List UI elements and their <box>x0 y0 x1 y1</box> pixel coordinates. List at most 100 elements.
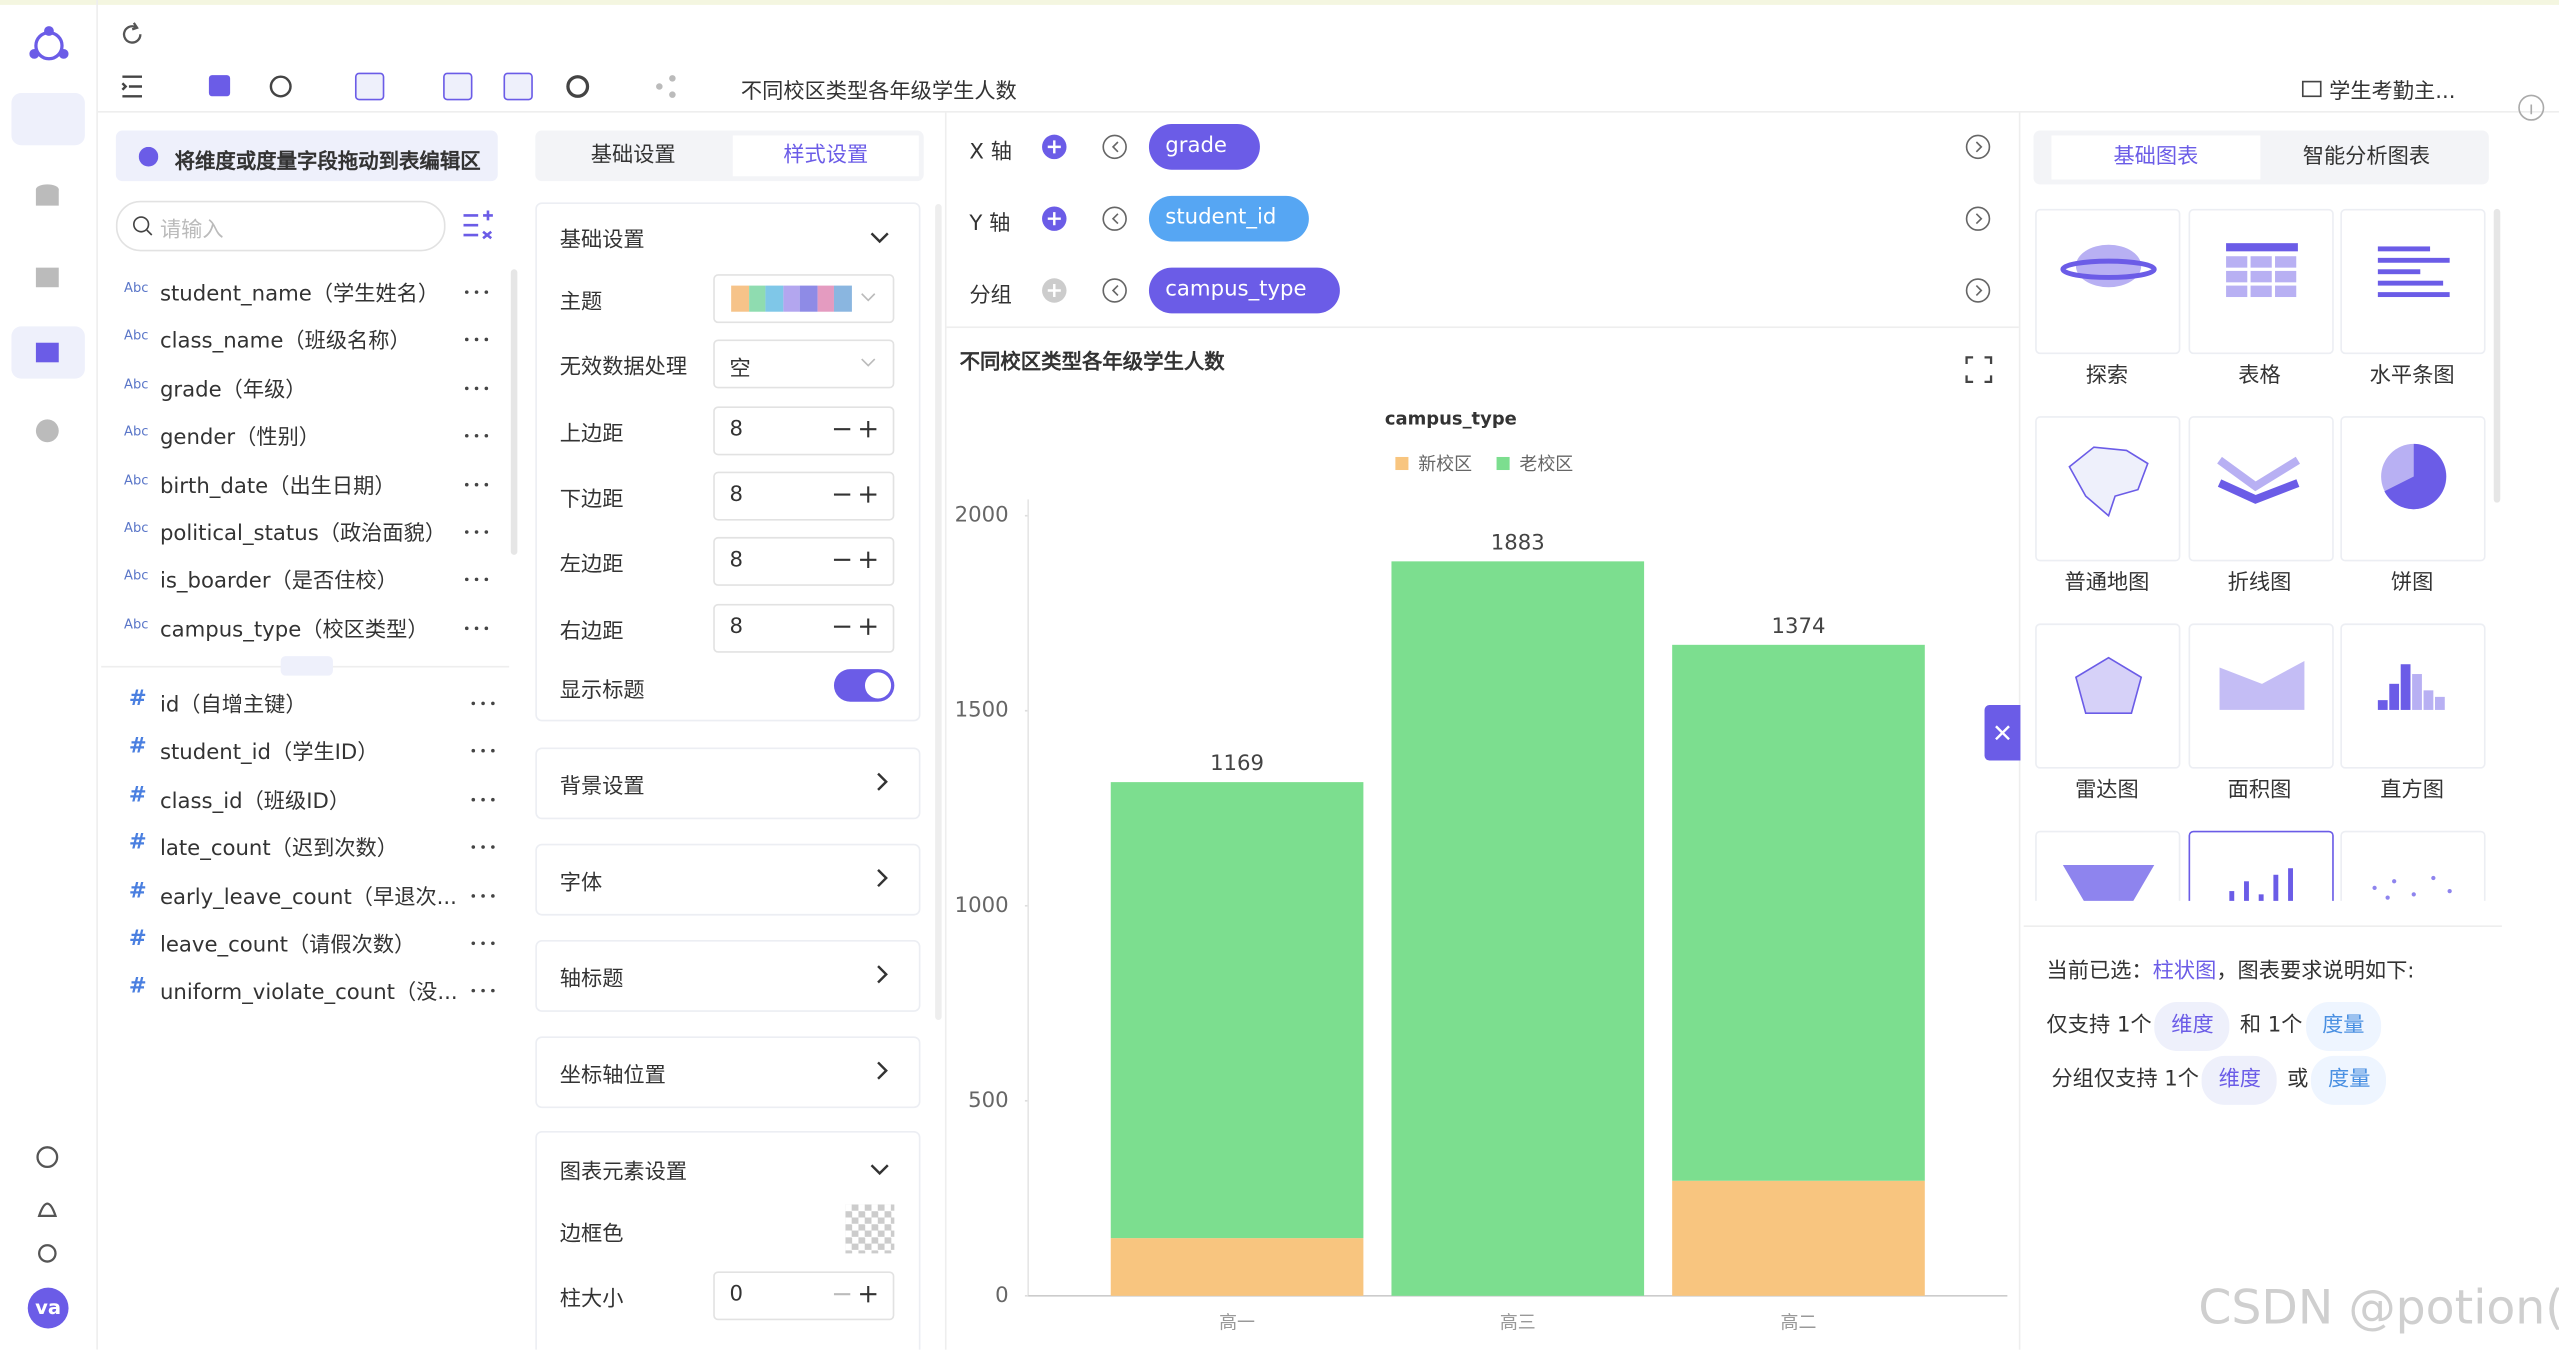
section-title[interactable]: 背景设置 <box>559 775 645 800</box>
input-box[interactable]: 8 <box>713 536 895 586</box>
more-menu[interactable] <box>463 337 489 344</box>
field-name[interactable]: student_id（学生ID） <box>159 741 379 767</box>
chart-type-cell[interactable] <box>2035 830 2181 901</box>
user-avatar[interactable]: va <box>27 1287 69 1329</box>
section-title[interactable]: 坐标轴位置 <box>559 1064 666 1089</box>
color-picker[interactable] <box>845 1204 895 1254</box>
field-type: # <box>128 974 147 1000</box>
more-menu[interactable] <box>463 385 489 392</box>
nav-monitor[interactable] <box>33 416 62 445</box>
field-name[interactable]: class_name（班级名称） <box>159 330 411 355</box>
shelf-icons[interactable] <box>1041 277 1129 303</box>
shelf-more[interactable] <box>1965 134 1991 160</box>
more-menu[interactable] <box>463 625 489 632</box>
scrollbar[interactable] <box>510 269 518 555</box>
shelf-more[interactable] <box>1965 206 1991 232</box>
input-box[interactable] <box>713 274 895 324</box>
divider-handle[interactable] <box>280 656 333 676</box>
refresh[interactable] <box>119 21 145 47</box>
more-menu[interactable] <box>470 940 496 947</box>
info[interactable] <box>2517 93 2546 122</box>
field-pill[interactable]: grade <box>1148 124 1260 170</box>
section-title[interactable]: 字体 <box>559 871 603 896</box>
field-name[interactable]: birth_date（出生日期） <box>159 474 396 499</box>
input-box[interactable]: 0 <box>713 1271 895 1321</box>
more-menu[interactable] <box>470 844 496 851</box>
field-name[interactable]: leave_count（请假次数） <box>159 933 416 958</box>
more-menu[interactable] <box>463 433 489 440</box>
chart-type-cell[interactable] <box>2187 208 2333 355</box>
chevron[interactable] <box>871 1061 891 1081</box>
more-menu[interactable] <box>463 481 489 488</box>
settings-scroll[interactable] <box>935 204 942 1021</box>
chart-type-cell[interactable] <box>2035 416 2181 562</box>
field-name[interactable]: grade（年级） <box>159 378 307 403</box>
input-box[interactable]: 8 <box>713 471 895 521</box>
shelf-more[interactable] <box>1965 277 1991 303</box>
chart-type-cell[interactable] <box>2340 416 2486 562</box>
field-pill[interactable]: student_id <box>1148 195 1309 242</box>
toolbar-icons[interactable] <box>118 72 738 101</box>
search[interactable]: 请输入 <box>115 200 446 252</box>
field-pill[interactable]: campus_type <box>1148 267 1340 314</box>
stepper[interactable] <box>831 419 880 439</box>
input-box[interactable]: 空 <box>713 339 895 389</box>
nav-dash[interactable] <box>33 261 62 290</box>
tab-style[interactable]: 样式设置 <box>732 135 919 177</box>
field-name[interactable]: class_id（班级ID） <box>159 789 351 815</box>
stepper[interactable] <box>831 550 880 570</box>
nav-data[interactable] <box>33 183 62 212</box>
select-arrow[interactable] <box>860 287 909 307</box>
more-menu[interactable] <box>463 529 489 536</box>
chevron[interactable] <box>870 1159 890 1179</box>
toggle[interactable] <box>833 669 895 702</box>
chevron[interactable] <box>871 772 891 792</box>
field-name[interactable]: student_name（学生姓名） <box>159 282 440 307</box>
stepper[interactable] <box>831 617 880 637</box>
field-add[interactable] <box>462 209 495 242</box>
chart-type-cell[interactable] <box>2187 416 2333 562</box>
chart-type-cell[interactable] <box>2340 830 2486 901</box>
section-title[interactable]: 轴标题 <box>559 967 624 993</box>
tab-basic[interactable]: 基础设置 <box>590 143 676 169</box>
chart-type-cell[interactable] <box>2035 208 2181 355</box>
stepper[interactable] <box>831 1284 880 1304</box>
more-menu[interactable] <box>463 577 489 584</box>
chart-type-cell[interactable] <box>2187 830 2333 901</box>
field-name[interactable]: early_leave_count（早退次... <box>159 885 457 911</box>
chevron[interactable] <box>871 965 891 985</box>
select-arrow[interactable] <box>860 353 909 373</box>
field-name[interactable]: late_count（迟到次数） <box>159 837 398 863</box>
field-name[interactable]: uniform_violate_count（没... <box>159 981 458 1006</box>
field-name[interactable]: campus_type（校区类型） <box>159 618 429 643</box>
chart-type-cell[interactable] <box>2340 208 2486 355</box>
fullscreen[interactable] <box>1965 356 1993 384</box>
shelf-icons[interactable] <box>1041 134 1129 160</box>
type-scroll[interactable] <box>2493 208 2501 503</box>
more-menu[interactable] <box>470 796 496 803</box>
more-menu[interactable] <box>470 700 496 707</box>
more-menu[interactable] <box>470 988 496 995</box>
stepper[interactable] <box>831 485 880 505</box>
field-name[interactable]: political_status（政治面貌） <box>159 522 447 547</box>
more-menu[interactable] <box>470 892 496 899</box>
field-name[interactable]: is_boarder（是否住校） <box>159 570 398 595</box>
chart-type-cell[interactable] <box>2035 623 2181 769</box>
more-menu[interactable] <box>470 748 496 755</box>
nav-home[interactable] <box>11 93 85 146</box>
chart-type-cell[interactable] <box>2187 623 2333 769</box>
chart-type-cell[interactable] <box>2340 623 2486 769</box>
collapse-panel[interactable] <box>1984 705 2021 761</box>
field-name[interactable]: id（自增主键） <box>159 693 307 719</box>
field-name[interactable]: gender（性别） <box>159 426 321 451</box>
dataset-name[interactable]: 学生考勤主... <box>2301 73 2455 104</box>
input-box[interactable]: 8 <box>713 406 895 456</box>
nav-chart[interactable] <box>11 326 85 379</box>
tab-smart-charts[interactable]: 智能分析图表 <box>2302 145 2431 170</box>
chevron[interactable] <box>870 227 890 247</box>
chevron[interactable] <box>871 868 891 888</box>
tab-basic-charts[interactable]: 基础图表 <box>2051 135 2261 180</box>
more-menu[interactable] <box>463 289 489 296</box>
shelf-icons[interactable] <box>1041 206 1129 232</box>
input-box[interactable]: 8 <box>713 603 895 653</box>
